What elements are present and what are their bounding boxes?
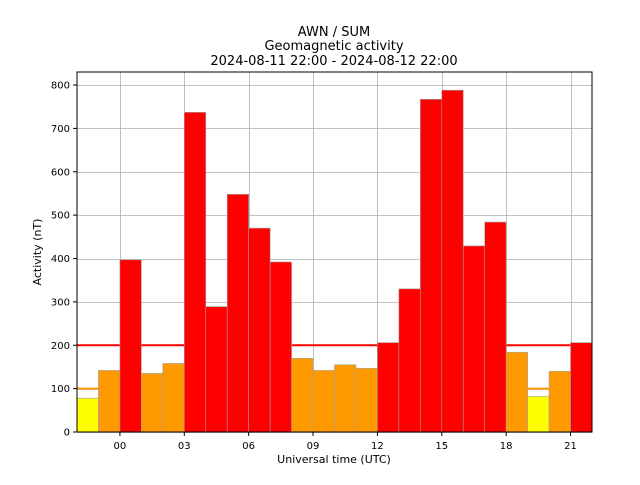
x-tick-label-7: 21 — [564, 441, 577, 452]
bar-13 — [355, 367, 378, 433]
bar-17 — [441, 89, 464, 433]
bar-9 — [269, 261, 292, 433]
bar-16 — [420, 99, 443, 433]
bar-21 — [527, 396, 550, 433]
bar-0 — [76, 397, 99, 433]
x-tick-label-5: 15 — [435, 441, 448, 452]
bars-layer — [76, 89, 593, 433]
y-axis-ticks: 0 100 200 300 400 500 600 700 800 — [51, 81, 77, 439]
bar-5 — [183, 112, 207, 433]
x-axis-label: Universal time (UTC) — [277, 453, 391, 466]
y-tick-label-1: 100 — [51, 384, 70, 395]
bar-11 — [312, 370, 335, 433]
y-tick-label-2: 200 — [51, 341, 70, 352]
bar-18 — [462, 245, 486, 433]
x-axis-ticks: 00 03 06 09 12 15 18 21 — [114, 432, 577, 452]
y-tick-label-4: 400 — [51, 254, 70, 265]
plot-frame — [76, 71, 593, 433]
x-tick-label-1: 03 — [178, 441, 191, 452]
x-tick-label-3: 09 — [307, 441, 320, 452]
x-tick-label-4: 12 — [371, 441, 384, 452]
bar-22 — [548, 370, 571, 433]
bar-6 — [205, 306, 228, 433]
y-tick-label-5: 500 — [51, 211, 70, 222]
bar-20 — [505, 351, 528, 433]
y-tick-label-0: 0 — [64, 428, 70, 439]
bar-1 — [98, 370, 121, 433]
y-tick-label-7: 700 — [51, 124, 70, 135]
y-tick-label-8: 800 — [51, 81, 70, 92]
bar-3 — [141, 373, 164, 433]
chart-title-line-3: 2024-08-11 22:00 - 2024-08-12 22:00 — [210, 54, 457, 69]
bar-19 — [484, 221, 507, 433]
bar-8 — [248, 227, 271, 433]
bar-12 — [334, 364, 357, 433]
bar-7 — [226, 194, 249, 433]
x-tick-label-0: 00 — [114, 441, 127, 452]
bar-23 — [570, 342, 593, 433]
y-tick-label-3: 300 — [51, 297, 70, 308]
x-tick-label-6: 18 — [500, 441, 513, 452]
chart-title-line-1: AWN / SUM — [298, 25, 370, 40]
chart-title-line-2: Geomagnetic activity — [264, 39, 403, 54]
bar-10 — [291, 357, 314, 433]
bar-2 — [119, 259, 142, 433]
x-tick-label-2: 06 — [242, 441, 255, 452]
y-axis-label: Activity (nT) — [31, 219, 44, 286]
bar-14 — [377, 342, 400, 433]
y-tick-label-6: 600 — [51, 167, 70, 178]
bar-15 — [398, 288, 421, 433]
bar-4 — [162, 363, 185, 433]
